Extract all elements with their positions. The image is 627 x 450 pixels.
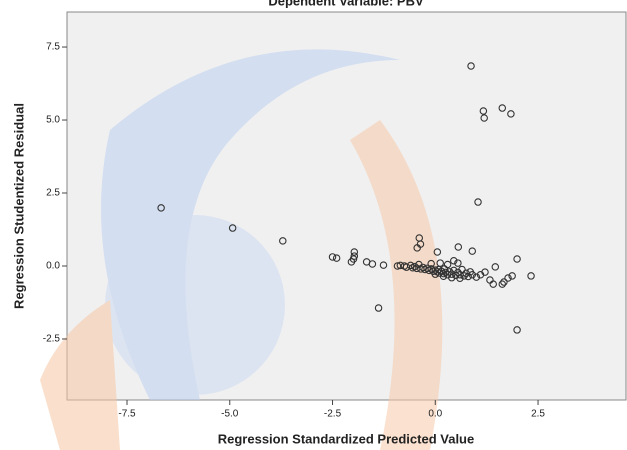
x-tick-label: 0.0 <box>428 409 442 420</box>
y-tick-label: 5.0 <box>46 115 60 126</box>
x-tick-label: -2.5 <box>324 409 342 420</box>
x-tick-label: -5.0 <box>221 409 239 420</box>
chart: Dependent Variable: PBV Regression Stand… <box>0 0 627 450</box>
y-tick-label: 2.5 <box>46 188 60 199</box>
x-tick-label: -7.5 <box>118 409 136 420</box>
y-tick-label: -2.5 <box>43 334 61 345</box>
y-tick-label: 7.5 <box>46 42 60 53</box>
chart-title: Dependent Variable: PBV <box>268 0 424 8</box>
y-tick-label: 0.0 <box>46 261 60 272</box>
page: {"chart_data": {"type": "scatter", "titl… <box>0 0 627 450</box>
x-tick-label: 2.5 <box>531 409 545 420</box>
x-axis-label: Regression Standardized Predicted Value <box>218 431 474 446</box>
y-axis-label: Regression Studentized Residual <box>11 103 26 309</box>
